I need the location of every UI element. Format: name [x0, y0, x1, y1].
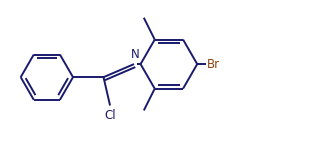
Text: Br: Br [207, 58, 220, 71]
Text: Cl: Cl [104, 109, 116, 122]
Text: N: N [131, 48, 139, 61]
